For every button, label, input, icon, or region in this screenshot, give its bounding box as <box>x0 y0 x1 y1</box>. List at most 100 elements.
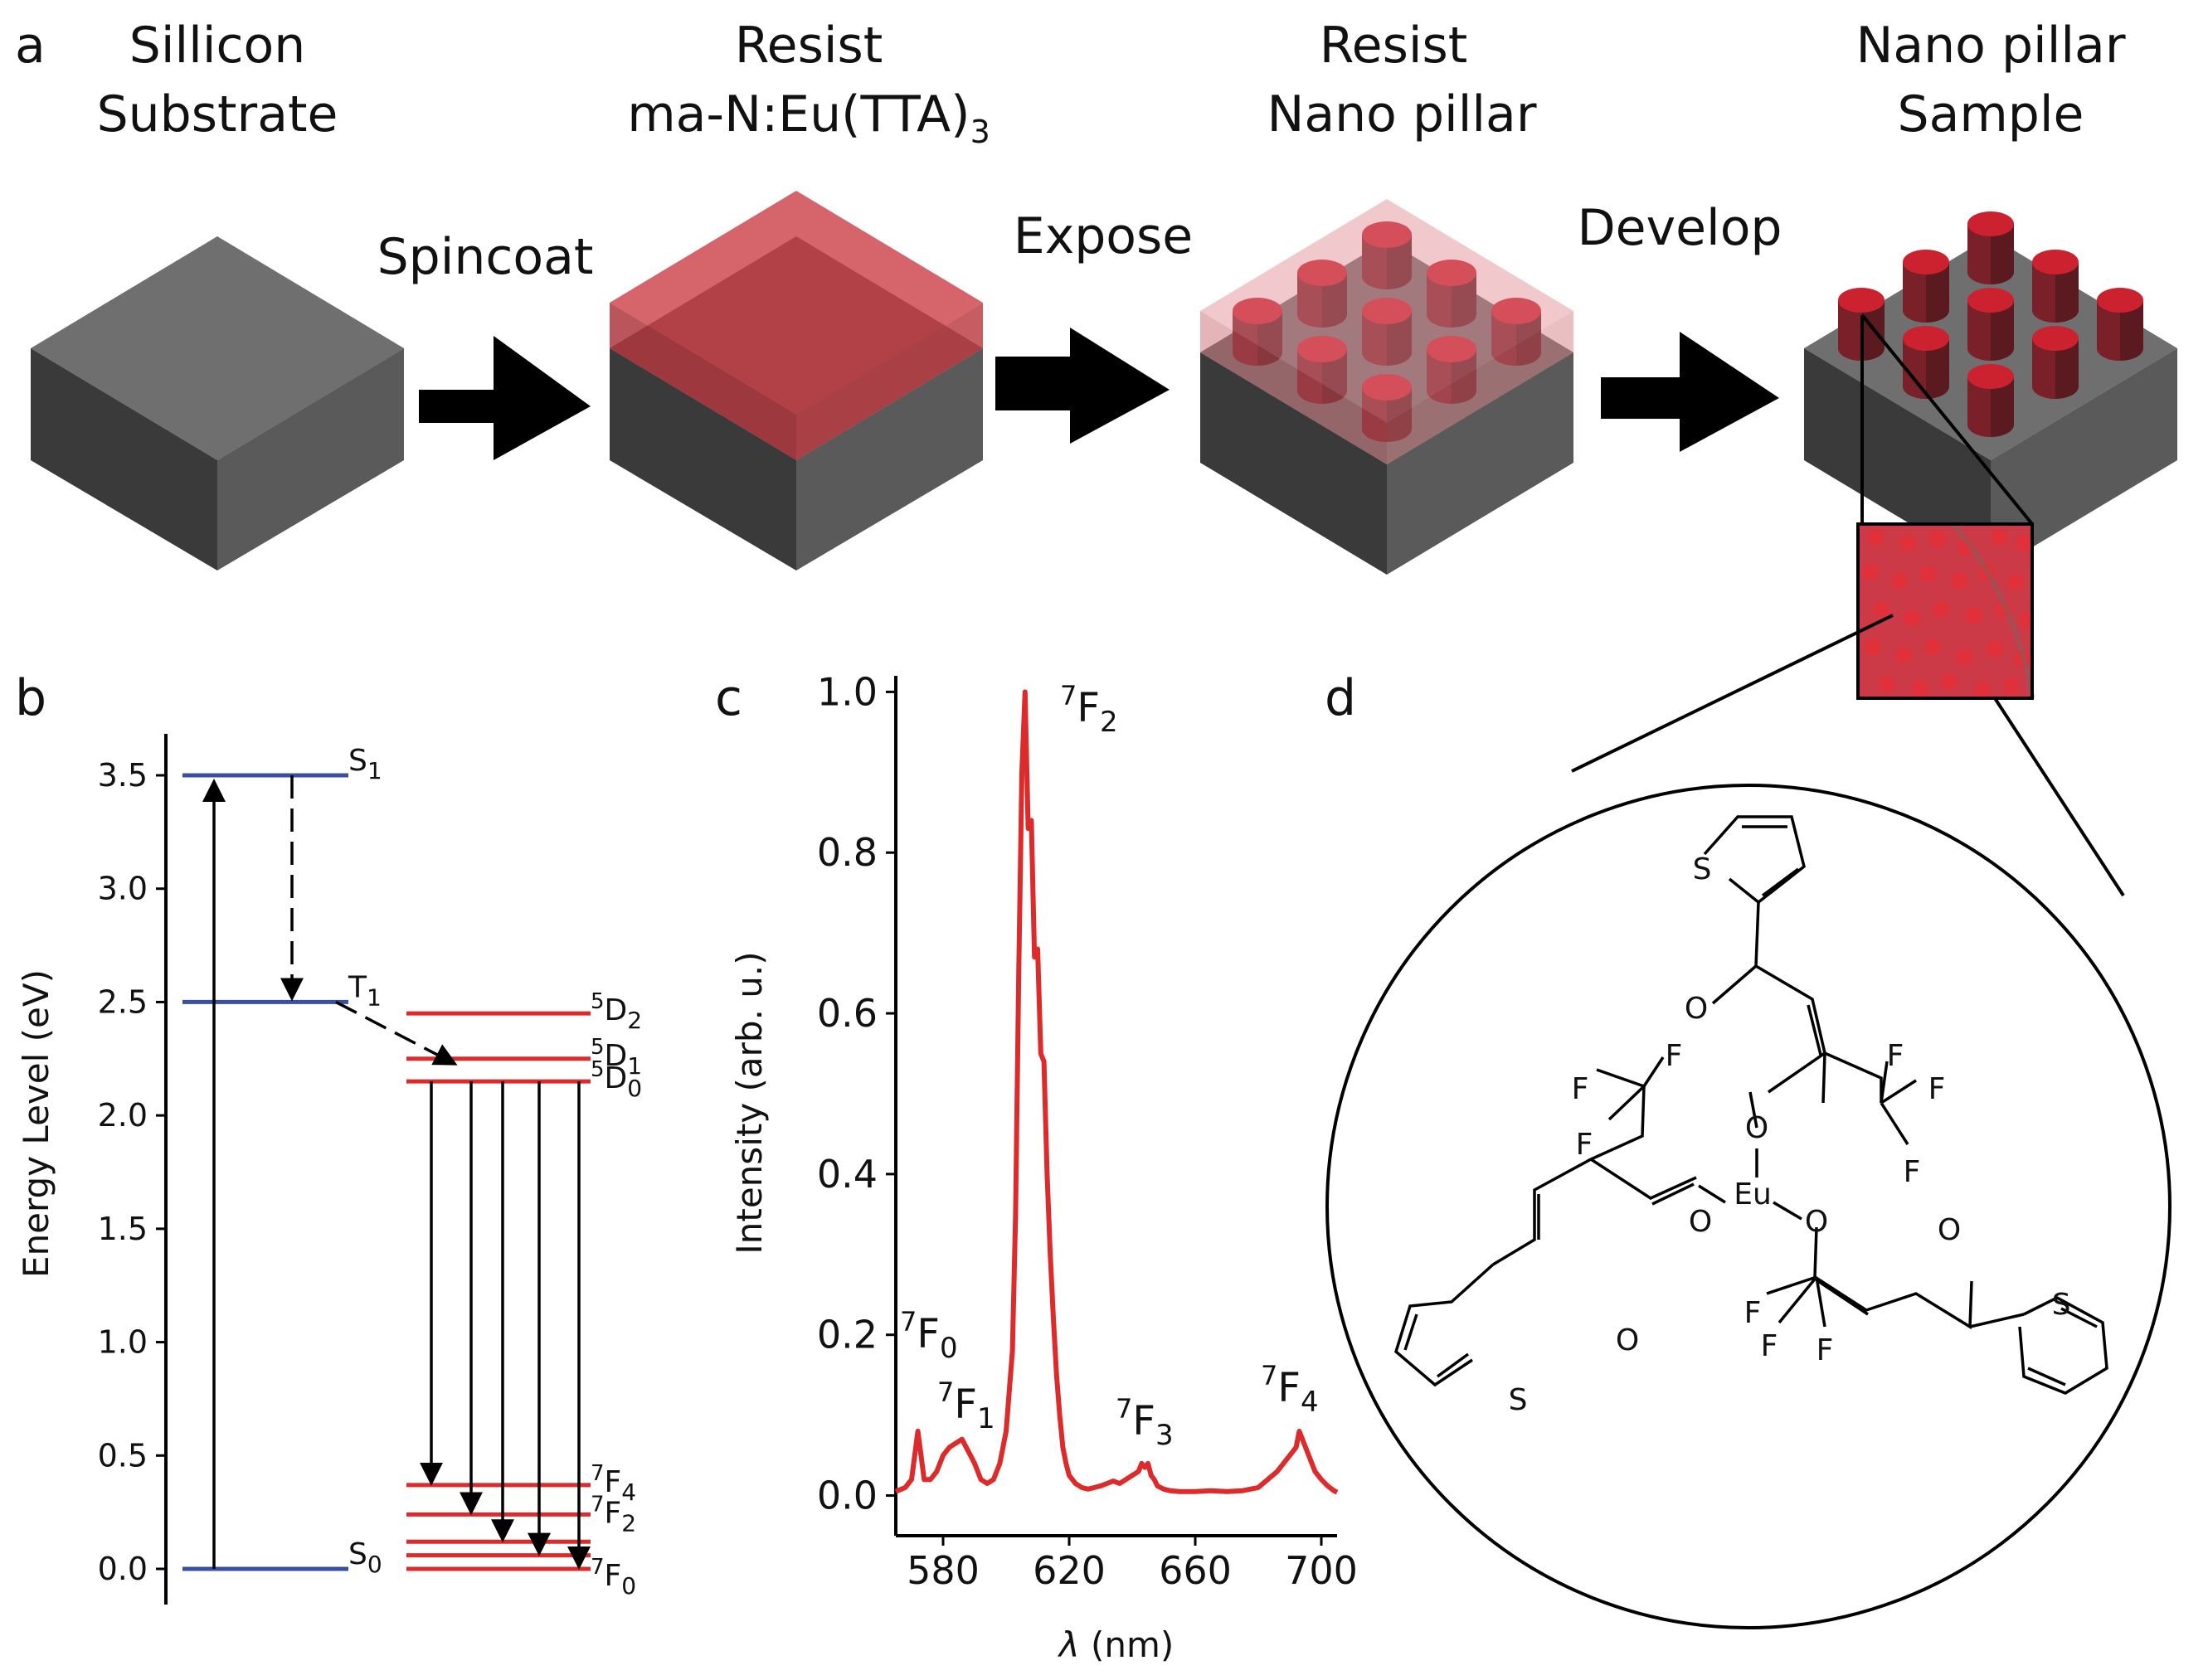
red-level-label-sub: 0 <box>621 1572 636 1600</box>
blue-level-label-sub: 1 <box>367 983 382 1011</box>
spectrum-peak-label: 7F4 <box>1261 1360 1319 1419</box>
peak-label-sup: 7 <box>1261 1360 1277 1391</box>
atom-s-right: S <box>2052 1288 2071 1322</box>
eu-complex-dot <box>2003 678 2020 695</box>
nano-pillar <box>1903 326 1949 399</box>
arrow2-label: Expose <box>1014 207 1193 265</box>
step3-title-line2: Nano pillar <box>1267 85 1537 143</box>
nano-pillar-sample-cube <box>1804 211 2177 572</box>
process-arrow-2 <box>995 328 1170 444</box>
red-level-label: 5D2 <box>591 989 642 1034</box>
y-tick-label: 0.0 <box>817 1474 878 1518</box>
nano-pillar <box>2032 250 2079 323</box>
peak-label-symbol: F <box>1077 685 1100 731</box>
energy-tick-label: 3.0 <box>98 871 148 907</box>
red-level-label-sub: 2 <box>621 1509 636 1537</box>
eu-complex-dot <box>2020 612 2032 629</box>
atom-f-6: F <box>1576 1128 1593 1162</box>
energy-tick-label: 1.5 <box>98 1211 148 1247</box>
pillar-array-exposed <box>1233 221 1541 442</box>
peak-label-sub: 4 <box>1301 1386 1319 1419</box>
step4-title-line1: Nano pillar <box>1856 17 2126 75</box>
red-level-label: 7F4 <box>591 1461 636 1506</box>
emission-spectrum-chart: 580 620 660 700 0.0 0.2 0.4 0.6 0.8 1.0 Intensity… <box>729 669 1358 1665</box>
nano-pillar <box>1362 298 1412 366</box>
red-level-label-symbol: F <box>605 1559 622 1593</box>
nano-pillar <box>1297 336 1347 404</box>
step2-title-line2: ma-N:Eu(TTA)3 <box>627 85 990 150</box>
peak-label-sub: 3 <box>1155 1419 1174 1452</box>
red-level-label-symbol: D <box>605 1039 628 1073</box>
arrow3-label: Develop <box>1577 199 1782 257</box>
panel-b-label: b <box>15 669 46 727</box>
red-level-label-symbol: F <box>605 1496 622 1530</box>
step2-title-subscript: 3 <box>970 114 990 150</box>
blue-level-label: S1 <box>348 744 382 784</box>
x-tick-label: 620 <box>1033 1548 1106 1593</box>
x-tick-label: 660 <box>1159 1548 1232 1593</box>
energy-axis-label: Energy Level (eV) <box>16 969 56 1278</box>
eu-complex-dot <box>2007 574 2024 590</box>
energy-transfer-arrow <box>335 1000 458 1066</box>
atom-f-3: F <box>1904 1155 1921 1189</box>
red-level-label-sup: 7 <box>591 1461 605 1486</box>
atom-o-top: O <box>1745 1111 1768 1145</box>
red-level-label: 7F2 <box>591 1492 636 1537</box>
eu-complex-dot <box>1899 535 1916 551</box>
atom-s-left: S <box>1509 1383 1528 1417</box>
red-level-label-sub: 2 <box>627 1007 642 1034</box>
eu-complex-dot <box>1991 529 2007 546</box>
atom-s-top: S <box>1693 852 1712 886</box>
atom-f-4: F <box>1572 1072 1589 1106</box>
y-tick-label: 0.4 <box>817 1152 878 1197</box>
spectrum-y-label: Intensity (arb. u.) <box>729 951 770 1254</box>
nano-pillar <box>1362 221 1412 289</box>
nano-pillar <box>1967 211 2014 284</box>
peak-label-symbol: F <box>954 1381 977 1428</box>
eu-complex-dot <box>1912 680 1928 697</box>
eu-complex-dot <box>1904 609 1920 626</box>
blue-level-label-sub: 1 <box>367 757 382 784</box>
energy-tick-label: 1.0 <box>98 1324 148 1361</box>
panel-c-label: c <box>715 669 742 727</box>
arrow1-label: Spincoat <box>377 228 594 286</box>
red-level-label: 5D1 <box>591 1035 642 1080</box>
nano-pillar <box>1427 260 1476 328</box>
blue-level-label-symbol: S <box>348 744 367 778</box>
eu-complex-dot <box>1873 601 1889 618</box>
spectrum-peak-label: 7F1 <box>937 1377 995 1435</box>
nano-pillar <box>1427 336 1476 404</box>
peak-label-symbol: F <box>1277 1365 1301 1411</box>
y-tick-label: 0.6 <box>817 991 878 1036</box>
red-level-label: 7F0 <box>591 1555 636 1600</box>
atom-eu: Eu <box>1734 1177 1772 1211</box>
energy-diagram: 0.0 0.5 1.0 1.5 2.0 2.5 3.0 3.5 Energy Level (e… <box>16 734 642 1605</box>
peak-label-sub: 2 <box>1100 706 1118 739</box>
process-arrow-1 <box>419 336 591 460</box>
step3-title-line1: Resist <box>1320 17 1468 75</box>
eu-complex-dot <box>1933 601 1949 618</box>
energy-tick-label: 2.5 <box>98 983 148 1020</box>
nano-pillar <box>1967 364 2014 437</box>
y-tick-label: 0.8 <box>817 830 878 875</box>
step1-title-line1: Sillicon <box>129 17 306 75</box>
peak-label-symbol: F <box>1132 1398 1155 1445</box>
spectrum-series-line <box>894 689 1339 1495</box>
atom-o-right: O <box>1805 1205 1828 1239</box>
red-level-label-sub: 0 <box>627 1075 642 1102</box>
nano-pillar <box>1297 260 1347 328</box>
eu-complex-dot <box>1929 531 1946 547</box>
atom-o-top-carbonyl: O <box>1685 992 1708 1026</box>
atom-f-8: F <box>1761 1329 1778 1363</box>
red-level-label-sup: 7 <box>591 1555 605 1580</box>
eu-tta-molecule: S O O Eu O O O O S S F F F F F F F F F <box>1325 614 2172 1629</box>
eu-complex-dot <box>1941 673 1958 690</box>
atom-f-7: F <box>1744 1296 1762 1330</box>
eu-complex-dot <box>1865 638 1881 655</box>
step2-title-line1: Resist <box>735 17 883 75</box>
atom-f-5: F <box>1666 1039 1683 1073</box>
nano-pillar <box>1903 250 1949 323</box>
red-level-label-sup: 5 <box>591 1057 605 1082</box>
eu-complex-dot <box>1891 572 1908 589</box>
